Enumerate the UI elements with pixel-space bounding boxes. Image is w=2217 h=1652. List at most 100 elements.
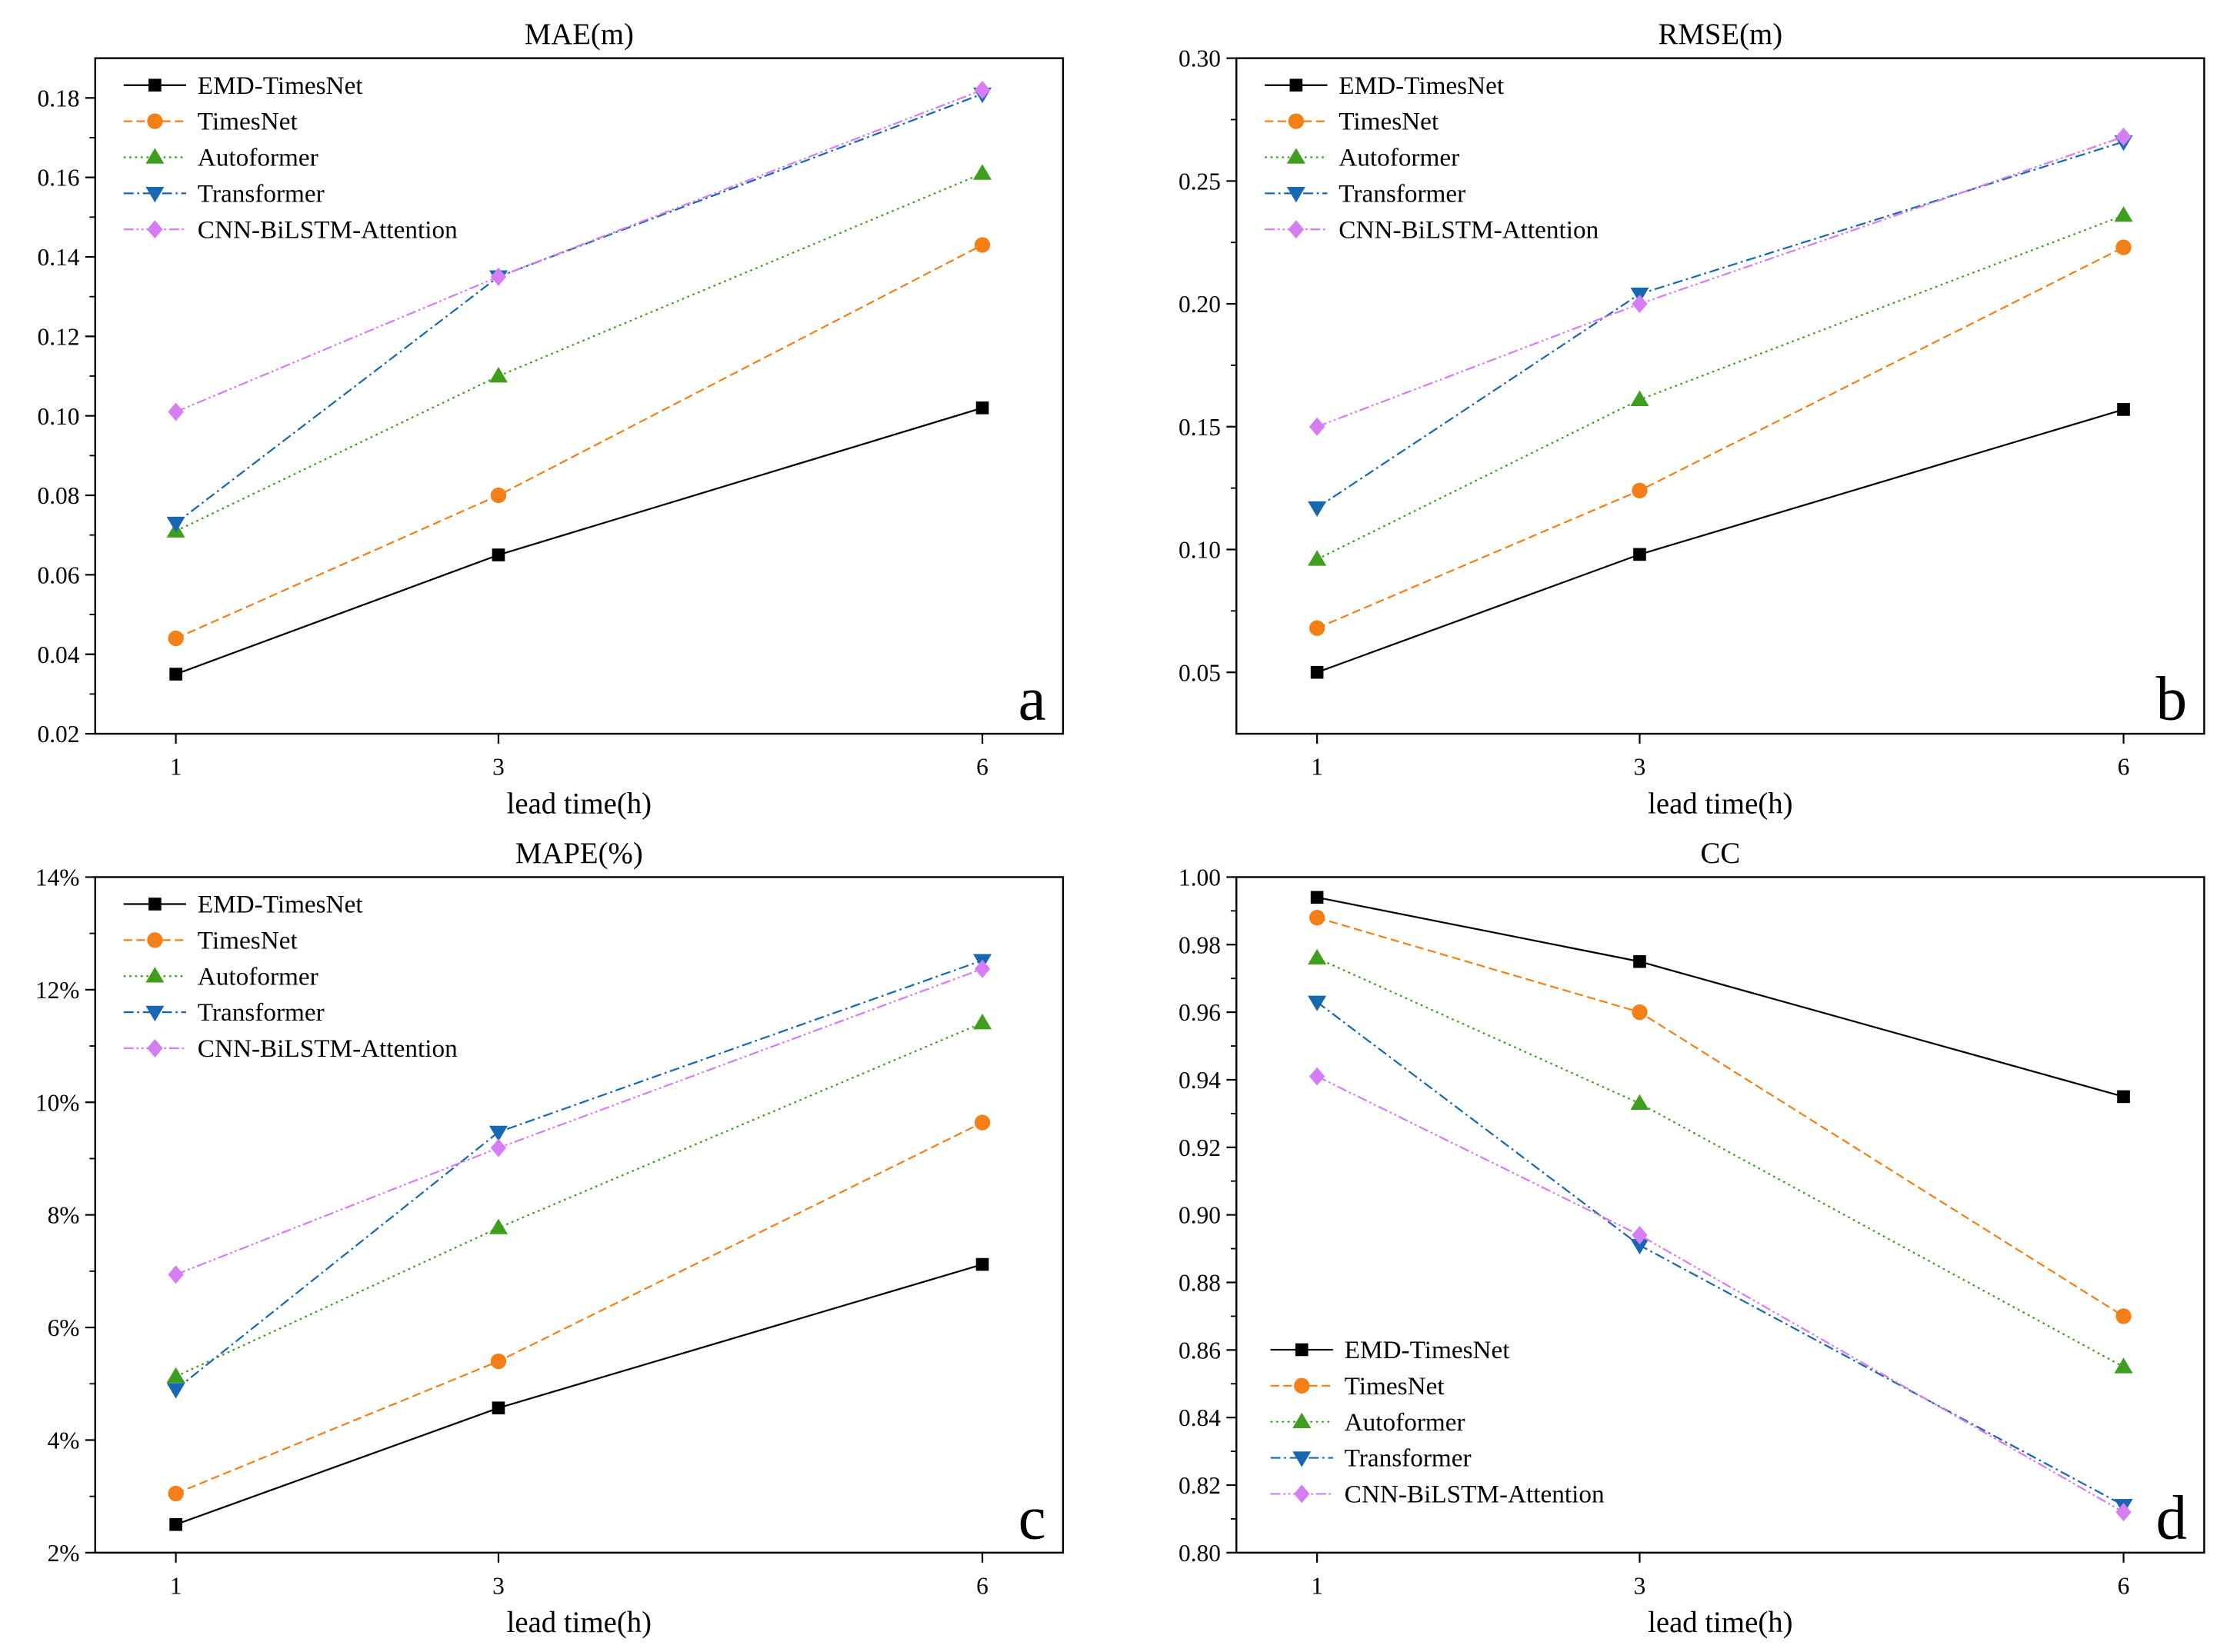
plot-frame [94,57,1065,735]
legend-marker [1294,1484,1310,1504]
data-point [168,1485,184,1502]
data-point [490,1353,507,1370]
series-line-2 [1316,215,2124,561]
data-point [490,1138,507,1157]
y-tick-label: 0.10 [1179,537,1221,564]
legend-label: Autoformer [198,144,318,172]
data-point [1632,295,1648,314]
legend-marker [1288,220,1305,239]
legend-marker [147,932,163,948]
series-line-0 [1316,408,2124,674]
y-tick-label: 0.30 [1179,45,1221,72]
y-tick-label: 0.14 [38,244,80,271]
legend-label: Transformer [198,179,325,208]
legend-label: EMD-TimesNet [1339,72,1505,100]
data-point [974,81,991,99]
data-point [166,1367,185,1384]
series-line-4 [175,88,983,413]
legend-marker [1288,113,1305,129]
legend-marker [1286,187,1305,203]
legend-marker [145,967,165,983]
data-point [975,401,989,415]
y-tick-label: 4% [48,1427,80,1454]
x-tick-label: 6 [976,754,988,781]
legend-label: TimesNet [198,108,298,136]
data-point [973,1014,992,1030]
legend-marker [1292,1451,1312,1467]
data-point [490,487,507,504]
x-axis-label: lead time(h) [507,787,652,820]
data-point [2114,206,2133,222]
series-line-1 [1316,246,2125,629]
legend-marker [147,113,163,129]
data-point [492,548,505,561]
data-point [168,402,184,421]
y-tick-label: 0.82 [1179,1472,1221,1499]
data-point [1308,501,1327,518]
y-tick-label: 0.10 [38,403,80,430]
data-point [168,630,184,647]
chart-title: MAE(m) [525,18,634,51]
chart-panel-b: RMSE(m) 0.05 0.10 0.15 0.20 0.25 0.30 1 3 6 lead t… [1179,18,2205,820]
legend-marker [1286,148,1305,164]
data-point [974,1114,991,1131]
x-tick-label: 6 [2118,754,2130,781]
y-tick-label: 8% [48,1202,80,1229]
x-tick-label: 3 [492,1572,505,1599]
chart-title: RMSE(m) [1659,18,1783,51]
chart-panel-d: CC 0.80 0.82 0.84 0.86 0.88 0.90 0.92 0.94 0.96 0.… [1179,837,2205,1639]
data-point [488,367,508,383]
data-point [1309,1067,1325,1086]
data-point [1630,1238,1649,1255]
data-point [166,1383,185,1399]
data-point [169,668,182,681]
data-point [1633,548,1646,561]
y-tick-label: 0.18 [38,85,80,112]
data-point [488,1125,508,1142]
y-tick-label: 0.92 [1179,1134,1221,1161]
legend-marker [1292,1412,1312,1428]
data-point [973,164,992,180]
legend-marker [145,148,165,164]
series-line-0 [175,1263,983,1526]
data-point [492,1401,505,1415]
y-tick-label: 0.15 [1179,414,1221,441]
legend-label: EMD-TimesNet [198,72,364,100]
legend-label: CNN-BiLSTM-Attention [1339,215,1599,244]
data-point [1632,482,1648,498]
y-tick-label: 0.05 [1179,659,1221,686]
x-tick-label: 6 [976,1572,988,1599]
data-point [1310,665,1324,679]
data-point [1630,390,1649,406]
legend-marker [1295,1343,1309,1357]
legend-label: CNN-BiLSTM-Attention [1345,1480,1605,1509]
x-tick-label: 1 [1311,754,1323,781]
panel-letter: c [1018,1483,1046,1552]
data-point [166,516,185,533]
y-tick-label: 0.06 [38,561,80,588]
series-line-0 [1316,896,2124,1097]
legend-marker [147,1038,163,1057]
series-line-2 [175,1021,983,1377]
y-tick-label: 0.25 [1179,168,1221,195]
chart-title: MAPE(%) [515,837,643,870]
legend-label: EMD-TimesNet [1345,1336,1511,1364]
data-point [1308,550,1327,566]
x-tick-label: 1 [1311,1572,1323,1599]
legend-marker [145,187,165,203]
x-tick-label: 3 [1634,754,1646,781]
panel-letter: b [2156,664,2188,734]
data-point [2117,1090,2130,1104]
y-tick-label: 0.86 [1179,1337,1221,1364]
y-tick-label: 0.84 [1179,1404,1221,1431]
legend-label: Autoformer [198,962,318,991]
data-point [2115,239,2132,255]
legend-label: Transformer [1345,1444,1472,1473]
y-tick-label: 0.20 [1179,291,1221,318]
legend-label: EMD-TimesNet [198,891,364,919]
data-point [2115,1308,2132,1324]
data-point [2115,1503,2132,1522]
chart-panel-c: MAPE(%) 2% 4% 6% 8% 10% 12% 14% 1 3 6 lead time(h) E… [35,837,1065,1639]
x-tick-label: 6 [2118,1572,2130,1599]
data-point [1309,909,1325,926]
